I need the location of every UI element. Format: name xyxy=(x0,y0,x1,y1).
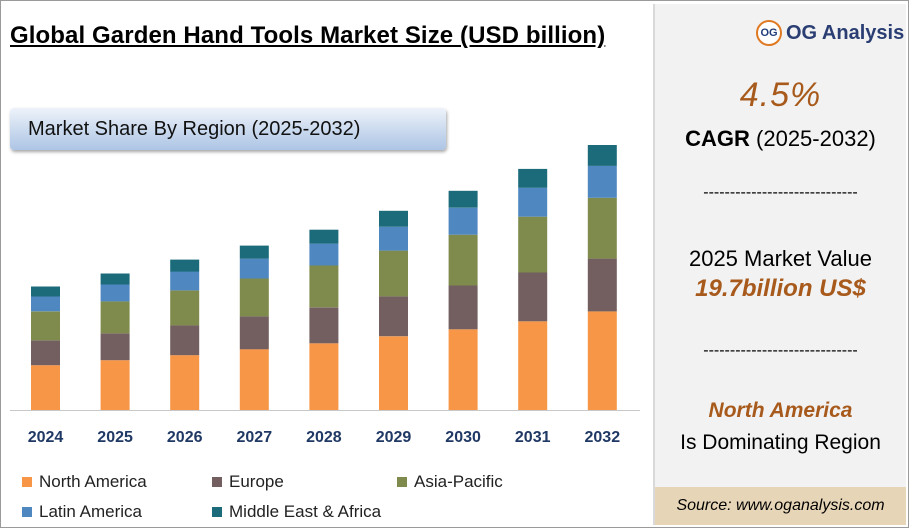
bar-segment-2032-middle-east-africa xyxy=(587,145,617,166)
bar-segment-2032-europe xyxy=(587,258,617,312)
bar-segment-2024-asia-pacific xyxy=(31,311,60,341)
bar-segment-2032-asia-pacific xyxy=(587,197,617,259)
brand-name: OG Analysis xyxy=(786,21,905,44)
brand: OG OG Analysis xyxy=(756,20,904,46)
stacked-bar-chart: 2024 2025 2026 2027 2028 2029 2030 2031 2032 xyxy=(10,145,640,446)
legend-item-europe: Europe xyxy=(212,472,284,492)
x-tick-label: 2028 xyxy=(306,429,342,446)
legend-item-asia-pacific: Asia-Pacific xyxy=(397,472,503,492)
og-logo-icon: OG xyxy=(756,20,782,46)
bar-segment-2030-north-america xyxy=(448,329,478,410)
bar-segment-2028-middle-east-africa xyxy=(309,229,339,244)
bar-segment-2030-europe xyxy=(448,285,478,330)
banner-label: Market Share By Region (2025-2032) xyxy=(28,117,361,140)
bar-segment-2028-latin-america xyxy=(309,243,339,266)
divider-bottom: ----------------------------- xyxy=(703,342,858,359)
bar-segment-2031-europe xyxy=(518,272,548,322)
bar-segment-2031-latin-america xyxy=(518,187,548,217)
bar-segment-2025-north-america xyxy=(100,360,130,410)
market-value-label: 2025 Market Value xyxy=(688,246,873,271)
bar-segment-2024-middle-east-africa xyxy=(31,286,60,297)
bar-segment-2029-asia-pacific xyxy=(379,250,408,297)
bar-segment-2027-north-america xyxy=(239,349,269,410)
dominating-region-text: Is Dominating Region xyxy=(680,431,881,454)
bar-segment-2026-europe xyxy=(170,325,200,356)
x-tick-label: 2026 xyxy=(167,429,203,446)
bar-segment-2030-middle-east-africa xyxy=(448,190,478,208)
bar-segment-2030-latin-america xyxy=(448,207,478,235)
chart-title: Global Garden Hand Tools Market Size (US… xyxy=(10,22,606,49)
summary-panel: OG OG Analysis 4.5% CAGR (2025-2032) ---… xyxy=(653,4,906,525)
bar-segment-2026-middle-east-africa xyxy=(170,259,200,272)
cagr-label: CAGR (2025-2032) xyxy=(655,126,906,152)
bar-segment-2029-latin-america xyxy=(379,226,408,251)
bar-segment-2025-asia-pacific xyxy=(100,301,130,334)
legend-label-asia-pacific: Asia-Pacific xyxy=(414,472,503,491)
x-tick-label: 2031 xyxy=(515,429,551,446)
dominating-region: North America xyxy=(708,399,853,422)
bar-segment-2029-middle-east-africa xyxy=(379,210,408,227)
legend-label-europe: Europe xyxy=(229,472,284,491)
legend-swatch-europe xyxy=(212,477,222,487)
bar-segment-2028-asia-pacific xyxy=(309,265,339,308)
divider-top: ----------------------------- xyxy=(703,184,858,201)
legend-item-latin-america: Latin America xyxy=(22,502,142,522)
bar-segment-2025-europe xyxy=(100,333,130,361)
x-tick-label: 2029 xyxy=(376,429,412,446)
legend-item-north-america: North America xyxy=(22,472,147,492)
cagr-value: 4.5% xyxy=(739,76,822,114)
legend-label-latin-america: Latin America xyxy=(39,502,142,521)
bar-segment-2032-north-america xyxy=(587,311,617,410)
legend-label-north-america: North America xyxy=(39,472,147,491)
bar-segment-2024-europe xyxy=(31,340,60,366)
bar-segment-2027-latin-america xyxy=(239,258,269,279)
bar-segment-2026-asia-pacific xyxy=(170,290,200,326)
bar-segment-2029-north-america xyxy=(379,336,408,410)
cagr-period: (2025-2032) xyxy=(756,126,876,151)
legend-swatch-latin-america xyxy=(22,507,32,517)
bar-segment-2031-north-america xyxy=(518,321,548,410)
bar-segment-2028-north-america xyxy=(309,343,339,410)
legend-swatch-north-america xyxy=(22,477,32,487)
x-tick-label: 2032 xyxy=(585,429,621,446)
bar-segment-2024-latin-america xyxy=(31,296,60,312)
x-tick-label: 2030 xyxy=(445,429,481,446)
bar-segment-2026-north-america xyxy=(170,355,200,410)
bar-segment-2025-middle-east-africa xyxy=(100,273,130,285)
legend-item-middle-east-africa: Middle East & Africa xyxy=(212,502,381,522)
cagr-label-strong: CAGR xyxy=(685,126,750,151)
x-tick-label: 2027 xyxy=(237,429,273,446)
legend-swatch-asia-pacific xyxy=(397,477,407,487)
bar-segment-2031-middle-east-africa xyxy=(518,168,548,188)
legend-label-middle-east-africa: Middle East & Africa xyxy=(229,502,382,521)
source-bar: Source: www.oganalysis.com xyxy=(655,487,906,525)
bar-segment-2027-europe xyxy=(239,316,269,350)
x-tick-label: 2025 xyxy=(97,429,133,446)
bar-segment-2031-asia-pacific xyxy=(518,216,548,273)
bar-segment-2025-latin-america xyxy=(100,284,130,302)
bar-segment-2024-north-america xyxy=(31,365,60,410)
bar-segment-2026-latin-america xyxy=(170,271,200,291)
bar-segment-2027-asia-pacific xyxy=(239,278,269,317)
x-tick-label: 2024 xyxy=(28,429,64,446)
bar-segment-2028-europe xyxy=(309,307,339,344)
bar-segment-2030-asia-pacific xyxy=(448,234,478,286)
source-text: Source: www.oganalysis.com xyxy=(676,497,885,514)
bar-segment-2032-latin-america xyxy=(587,165,617,198)
chart-legend: North America Europe Asia-Pacific Latin … xyxy=(22,468,642,524)
bar-segment-2029-europe xyxy=(379,296,408,337)
market-value: 19.7billion US$ xyxy=(695,275,866,302)
legend-swatch-middle-east-africa xyxy=(212,507,222,517)
region-share-banner: Market Share By Region (2025-2032) xyxy=(10,108,446,150)
bar-segment-2027-middle-east-africa xyxy=(239,245,269,259)
